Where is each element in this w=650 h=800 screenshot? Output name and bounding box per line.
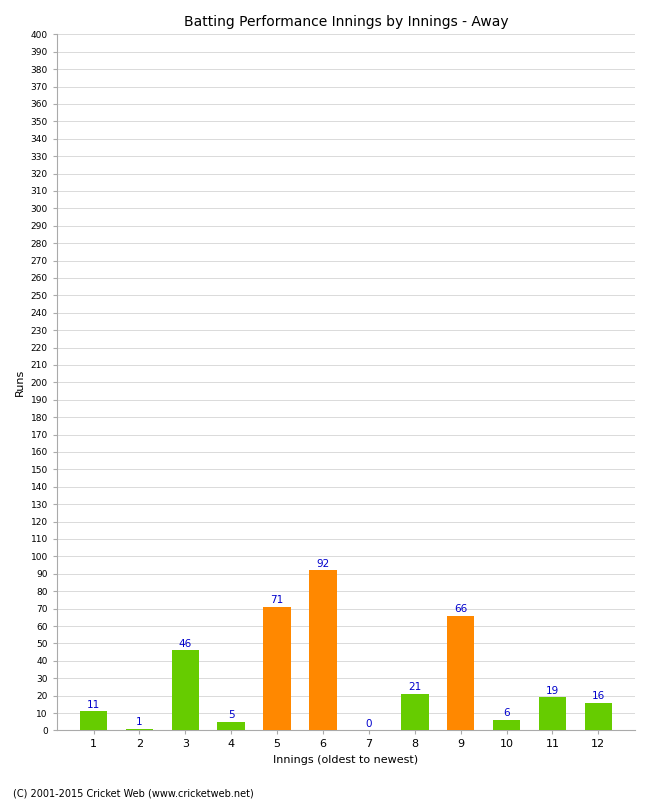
Bar — [493, 720, 520, 730]
Text: 5: 5 — [228, 710, 235, 720]
Bar — [539, 698, 566, 730]
Bar — [401, 694, 428, 730]
Title: Batting Performance Innings by Innings - Away: Batting Performance Innings by Innings -… — [183, 15, 508, 29]
Text: (C) 2001-2015 Cricket Web (www.cricketweb.net): (C) 2001-2015 Cricket Web (www.cricketwe… — [13, 788, 254, 798]
Bar — [309, 570, 337, 730]
Bar — [80, 711, 107, 730]
Bar — [125, 729, 153, 730]
Text: 11: 11 — [87, 699, 100, 710]
Text: 66: 66 — [454, 604, 467, 614]
Bar — [447, 615, 474, 730]
Bar — [218, 722, 245, 730]
Text: 21: 21 — [408, 682, 421, 692]
Y-axis label: Runs: Runs — [15, 369, 25, 396]
X-axis label: Innings (oldest to newest): Innings (oldest to newest) — [274, 755, 419, 765]
Bar — [584, 702, 612, 730]
Text: 16: 16 — [592, 691, 605, 701]
Text: 19: 19 — [546, 686, 559, 696]
Text: 71: 71 — [270, 595, 283, 605]
Bar — [263, 607, 291, 730]
Bar — [172, 650, 199, 730]
Text: 1: 1 — [136, 717, 143, 727]
Text: 0: 0 — [365, 718, 372, 729]
Text: 46: 46 — [179, 638, 192, 649]
Text: 92: 92 — [317, 558, 330, 569]
Text: 6: 6 — [503, 708, 510, 718]
